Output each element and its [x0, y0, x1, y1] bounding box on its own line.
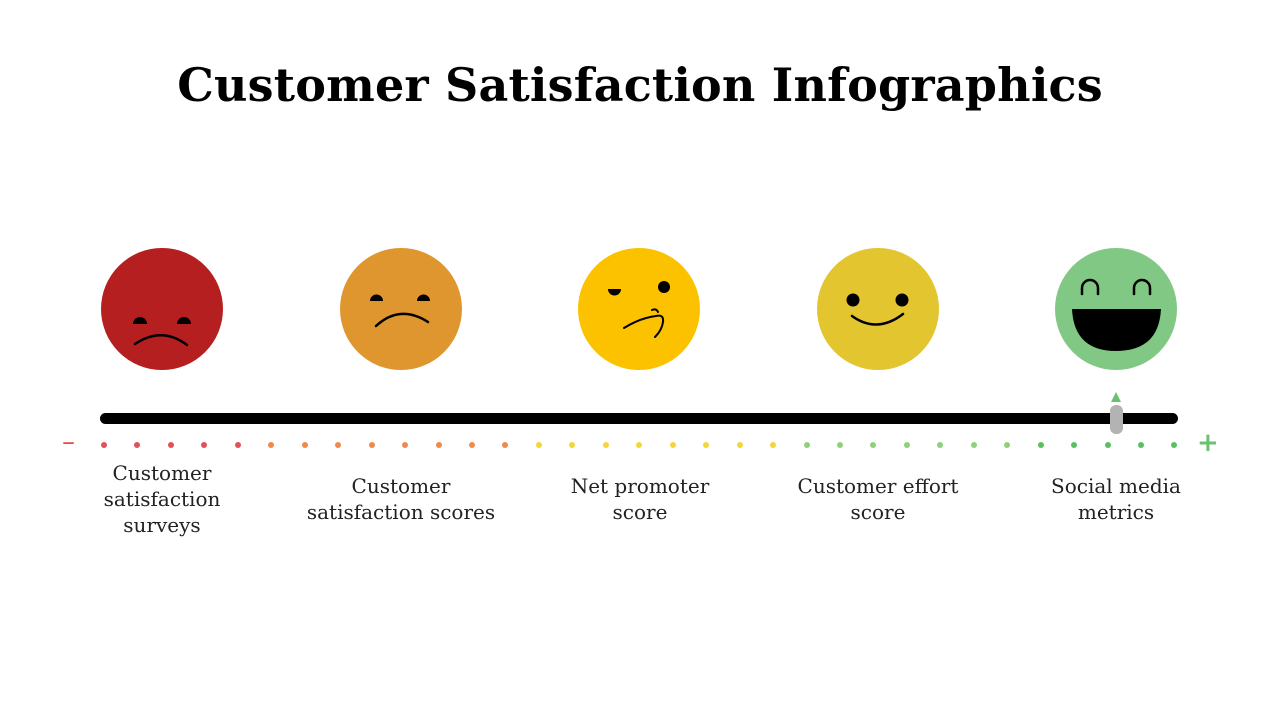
- face-circle: [101, 248, 223, 370]
- scale-dot: [1037, 442, 1044, 448]
- plus-sign: +: [1197, 428, 1219, 458]
- scale-dot: [435, 442, 442, 448]
- scale-dot: [201, 442, 208, 448]
- stage-label-5: Social media metrics: [1051, 474, 1181, 524]
- scale-dot: [234, 442, 241, 448]
- scale-dot: [803, 442, 810, 448]
- scale-dot: [134, 442, 141, 448]
- smile-face-icon: [817, 248, 939, 370]
- scale-dot: [402, 442, 409, 448]
- scale-dot: [1004, 442, 1011, 448]
- scale-dot: [770, 442, 776, 448]
- scale-dot: [469, 442, 475, 448]
- scale-dot: [1071, 442, 1078, 448]
- scale-dot: [101, 442, 107, 448]
- minus-sign: –: [62, 427, 75, 457]
- scale-dot: [368, 442, 375, 448]
- satisfaction-scale-track: [100, 413, 1178, 424]
- page-title: Customer Satisfaction Infographics: [177, 58, 1103, 112]
- scale-dot: [335, 442, 342, 448]
- face-circle: [340, 248, 462, 370]
- stage-label-1: Customer satisfaction surveys: [103, 461, 221, 537]
- stage-label-4: Customer effort score: [797, 474, 959, 524]
- face-circle: [817, 248, 939, 370]
- scale-dot: [1138, 442, 1144, 448]
- scale-dot: [301, 442, 308, 448]
- scale-dot: [1171, 442, 1178, 448]
- scale-dot: [535, 442, 542, 448]
- laughing-face-icon: [1055, 248, 1177, 370]
- scale-dot: [970, 442, 977, 448]
- scale-dot: [703, 442, 710, 448]
- stage-label-3: Net promoter score: [570, 474, 710, 524]
- scale-dot: [870, 442, 877, 448]
- scale-dot: [669, 442, 676, 448]
- scale-dot: [569, 442, 576, 448]
- scale-dot: [502, 442, 509, 448]
- scale-dot: [836, 442, 843, 448]
- scale-dot: [736, 442, 743, 448]
- scale-dot: [903, 442, 910, 448]
- scale-dot: [1104, 442, 1111, 448]
- scale-dot: [602, 442, 609, 448]
- sad-face-icon: [340, 248, 462, 370]
- scale-dot: [268, 442, 275, 448]
- scale-dot: [636, 442, 643, 448]
- scale-marker-arrow-icon: [1111, 392, 1121, 402]
- face-circle: [578, 248, 700, 370]
- stage-label-2: Customer satisfaction scores: [306, 474, 496, 524]
- very-sad-face-icon: [101, 248, 223, 370]
- scale-dot: [937, 442, 944, 448]
- scale-dot: [167, 442, 174, 448]
- skeptical-face-icon: [578, 248, 700, 370]
- scale-marker-handle: [1110, 405, 1123, 434]
